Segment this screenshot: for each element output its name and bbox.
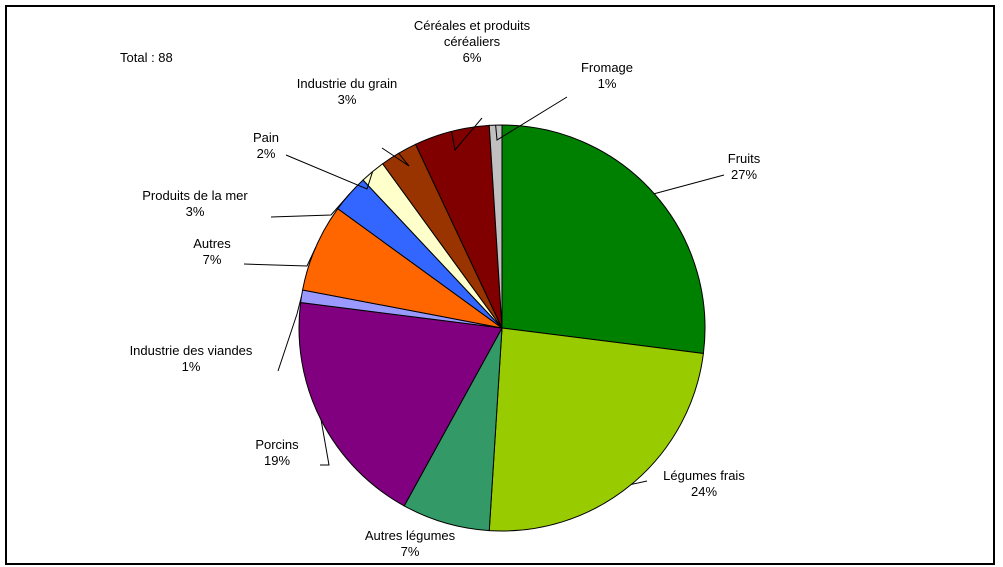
pie-slice-fruits bbox=[501, 124, 706, 355]
leader-line bbox=[320, 420, 330, 466]
slice-percent-label: 19% bbox=[264, 453, 290, 468]
leader-lines-layer bbox=[243, 96, 725, 485]
slice-name-label: Autres légumes bbox=[365, 528, 456, 543]
slice-percent-label: 2% bbox=[257, 146, 276, 161]
leader-line bbox=[654, 174, 725, 195]
slices-layer bbox=[298, 124, 706, 532]
slice-percent-label: 1% bbox=[182, 359, 201, 374]
slice-name-label: Autres bbox=[193, 236, 231, 251]
chart-frame: Fruits 27% Légumes frais 24% Autres légumes 7… bbox=[5, 5, 995, 565]
slice-name-label: Industrie du grain bbox=[297, 76, 397, 91]
slice-name-label: Céréales et produits céréaliers bbox=[414, 18, 531, 49]
slice-percent-label: 3% bbox=[338, 92, 357, 107]
slice-name-label: Fruits bbox=[728, 151, 761, 166]
slice-percent-label: 7% bbox=[203, 252, 222, 267]
slice-name-label: Industrie des viandes bbox=[130, 343, 253, 358]
leader-line bbox=[277, 296, 302, 372]
slice-name-label: Fromage bbox=[581, 60, 633, 75]
slice-percent-label: 7% bbox=[401, 544, 420, 559]
leader-line bbox=[631, 480, 648, 485]
slice-name-label: Produits de la mer bbox=[142, 188, 248, 203]
slice-name-label: Légumes frais bbox=[663, 468, 745, 483]
leader-line bbox=[381, 147, 410, 167]
slice-percent-label: 27% bbox=[731, 167, 757, 182]
leader-line bbox=[270, 193, 351, 218]
leader-line bbox=[285, 154, 374, 190]
slice-percent-label: 1% bbox=[598, 76, 617, 91]
slice-percent-label: 3% bbox=[186, 204, 205, 219]
slice-name-label: Pain bbox=[253, 130, 279, 145]
total-annotation: Total : 88 bbox=[120, 50, 173, 65]
pie-slice-porcins bbox=[298, 301, 503, 507]
leader-line bbox=[451, 117, 483, 152]
slice-percent-label: 6% bbox=[463, 50, 482, 65]
leader-line bbox=[495, 96, 568, 141]
pie-slice-legumes-frais bbox=[488, 327, 704, 532]
slice-name-label: Porcins bbox=[255, 437, 299, 452]
slice-percent-label: 24% bbox=[691, 484, 717, 499]
leader-line bbox=[243, 247, 317, 267]
